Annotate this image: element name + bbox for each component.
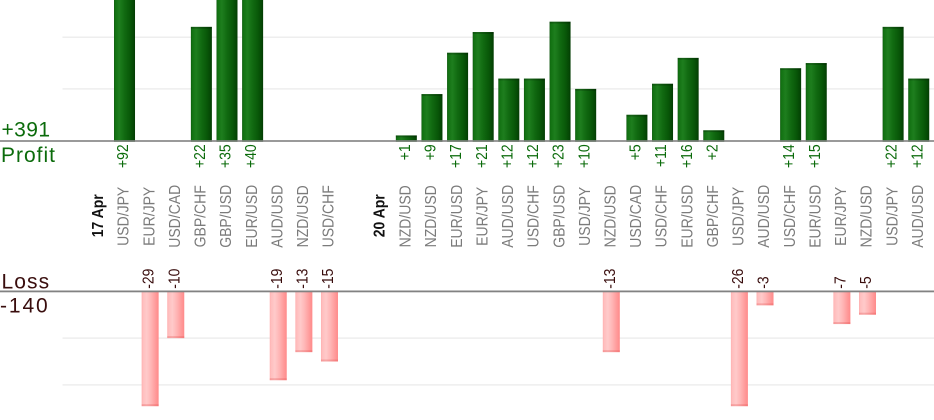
svg-text:EUR/USD: EUR/USD [244,185,261,248]
svg-text:EUR/JPY: EUR/JPY [142,187,159,246]
svg-text:+16: +16 [679,144,696,168]
svg-text:GBP/CHF: GBP/CHF [705,185,722,247]
svg-text:-13: -13 [295,269,312,289]
svg-text:+12: +12 [910,144,927,168]
svg-text:+21: +21 [474,144,491,168]
svg-text:USD/CHF: USD/CHF [782,185,799,247]
svg-text:NZD/USD: NZD/USD [424,185,441,247]
svg-text:+23: +23 [551,144,568,168]
svg-text:+9: +9 [423,144,440,160]
svg-text:NZD/USD: NZD/USD [398,185,415,247]
svg-text:+14: +14 [782,144,799,168]
svg-text:17 Apr: 17 Apr [90,194,107,237]
svg-text:USD/CHF: USD/CHF [526,185,543,247]
svg-text:NZD/USD: NZD/USD [603,185,620,247]
svg-text:+40: +40 [244,144,261,168]
svg-text:USD/CHF: USD/CHF [321,185,338,247]
svg-text:20 Apr: 20 Apr [372,194,389,237]
svg-text:Loss: Loss [2,270,51,293]
svg-text:+35: +35 [218,144,235,168]
svg-text:+391: +391 [2,119,51,142]
svg-text:EUR/USD: EUR/USD [449,185,466,248]
svg-text:-3: -3 [756,276,773,288]
svg-text:AUD/USD: AUD/USD [500,185,517,248]
svg-text:+11: +11 [653,144,670,167]
svg-text:NZD/USD: NZD/USD [296,185,313,247]
svg-text:AUD/USD: AUD/USD [910,185,927,248]
svg-text:USD/JPY: USD/JPY [731,187,748,246]
svg-text:-7: -7 [833,276,850,288]
svg-text:+15: +15 [807,144,824,168]
svg-text:USD/JPY: USD/JPY [577,187,594,246]
svg-text:+1: +1 [397,144,414,160]
svg-text:NZD/USD: NZD/USD [859,185,876,247]
svg-text:EUR/USD: EUR/USD [808,185,825,248]
svg-text:EUR/JPY: EUR/JPY [475,187,492,246]
svg-text:-15: -15 [320,269,337,289]
svg-text:+5: +5 [628,144,645,160]
svg-text:USD/CAD: USD/CAD [167,185,184,248]
svg-text:+2: +2 [705,144,722,160]
svg-text:USD/JPY: USD/JPY [116,187,133,246]
svg-text:USD/JPY: USD/JPY [885,187,902,246]
svg-text:GBP/USD: GBP/USD [552,185,569,248]
svg-text:-13: -13 [602,269,619,289]
svg-text:-140: -140 [0,294,50,317]
svg-text:+17: +17 [449,144,466,168]
svg-text:GBP/CHF: GBP/CHF [193,185,210,247]
svg-text:-5: -5 [858,276,875,288]
svg-text:-19: -19 [269,269,286,289]
svg-text:+12: +12 [500,144,517,168]
svg-text:-29: -29 [141,269,158,289]
svg-text:+10: +10 [577,144,594,168]
svg-text:GBP/USD: GBP/USD [219,185,236,248]
svg-text:AUD/USD: AUD/USD [270,185,287,248]
svg-text:AUD/USD: AUD/USD [757,185,774,248]
svg-text:+12: +12 [525,144,542,168]
svg-text:EUR/JPY: EUR/JPY [834,187,851,246]
svg-text:-26: -26 [730,269,747,289]
svg-text:USD/CHF: USD/CHF [654,185,671,247]
svg-text:+22: +22 [192,144,209,168]
svg-text:Profit: Profit [1,144,56,167]
svg-text:+92: +92 [115,144,132,168]
svg-text:EUR/USD: EUR/USD [680,185,697,248]
svg-text:+22: +22 [884,144,901,168]
svg-text:USD/CAD: USD/CAD [629,185,646,248]
svg-text:-10: -10 [167,269,184,289]
